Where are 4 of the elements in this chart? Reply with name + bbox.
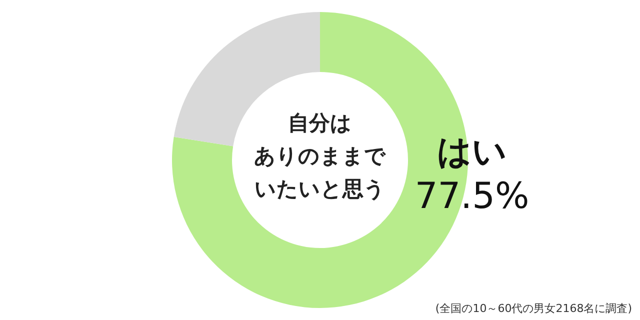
slice-label: はい xyxy=(437,132,507,172)
data-label: 77.5% xyxy=(414,176,530,217)
text: (全国の10～60代の男女2168名に調査) xyxy=(435,302,632,315)
text: 自分はありのままでいたいと思う xyxy=(254,111,386,201)
